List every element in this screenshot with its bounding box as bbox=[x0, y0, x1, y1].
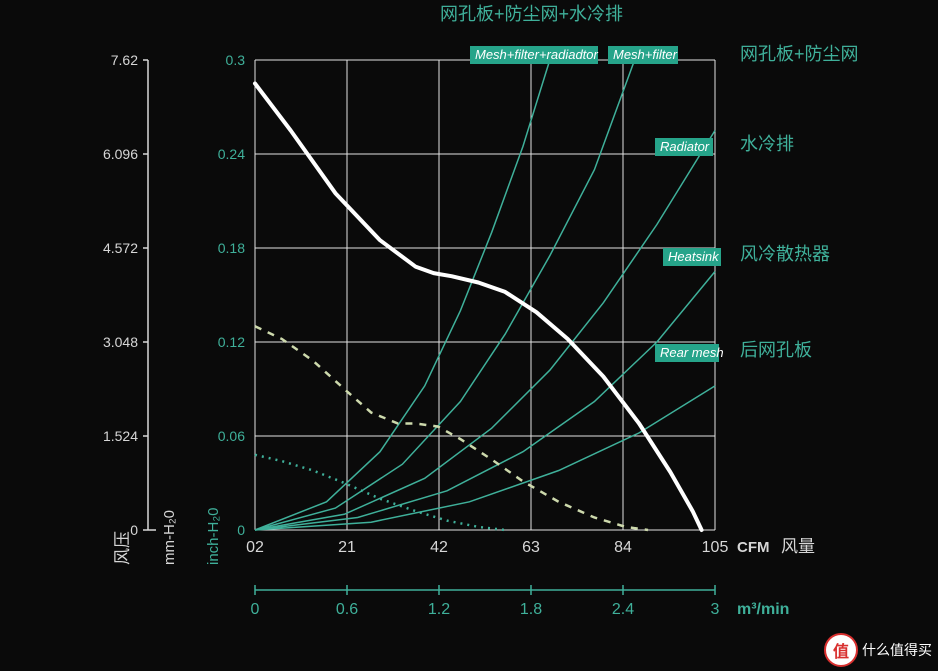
svg-text:4.572: 4.572 bbox=[103, 240, 138, 256]
svg-text:0.6: 0.6 bbox=[336, 601, 358, 618]
svg-text:Radiator: Radiator bbox=[660, 139, 710, 154]
fan-curve-chart: 02 21 42 63 84 105 CFM 风量 0 0.6 1.2 1.8 2.4 3 m³/min 0 0… bbox=[0, 0, 938, 671]
svg-text:网孔板+防尘网+水冷排: 网孔板+防尘网+水冷排 bbox=[440, 4, 623, 24]
svg-text:0: 0 bbox=[251, 601, 260, 618]
svg-text:0.18: 0.18 bbox=[218, 240, 245, 256]
svg-text:7.62: 7.62 bbox=[111, 52, 138, 68]
svg-text:2.4: 2.4 bbox=[612, 601, 634, 618]
svg-text:水冷排: 水冷排 bbox=[740, 134, 794, 154]
svg-text:1.524: 1.524 bbox=[103, 428, 138, 444]
watermark: 值 什么值得买 bbox=[824, 633, 932, 667]
svg-text:风压: 风压 bbox=[113, 531, 132, 565]
svg-text:1.2: 1.2 bbox=[428, 601, 450, 618]
svg-text:6.096: 6.096 bbox=[103, 146, 138, 162]
svg-text:Mesh+filter: Mesh+filter bbox=[613, 47, 678, 62]
svg-text:3: 3 bbox=[711, 601, 720, 618]
svg-text:0: 0 bbox=[237, 522, 245, 538]
svg-text:3.048: 3.048 bbox=[103, 334, 138, 350]
svg-text:CFM: CFM bbox=[737, 539, 770, 556]
svg-text:63: 63 bbox=[522, 539, 540, 556]
svg-text:网孔板+防尘网: 网孔板+防尘网 bbox=[740, 44, 859, 64]
svg-text:Rear mesh: Rear mesh bbox=[660, 345, 724, 360]
svg-text:0.24: 0.24 bbox=[218, 146, 245, 162]
svg-text:0.12: 0.12 bbox=[218, 334, 245, 350]
svg-text:mm-H₂0: mm-H₂0 bbox=[161, 510, 178, 565]
svg-text:21: 21 bbox=[338, 539, 356, 556]
svg-text:Heatsink: Heatsink bbox=[668, 249, 720, 264]
svg-text:02: 02 bbox=[246, 539, 264, 556]
svg-text:m³/min: m³/min bbox=[737, 601, 789, 618]
svg-text:42: 42 bbox=[430, 539, 448, 556]
svg-text:Mesh+filter+radiadtor: Mesh+filter+radiadtor bbox=[475, 47, 599, 62]
svg-text:0.06: 0.06 bbox=[218, 428, 245, 444]
svg-text:0.3: 0.3 bbox=[226, 52, 246, 68]
watermark-text: 什么值得买 bbox=[862, 640, 932, 660]
svg-text:84: 84 bbox=[614, 539, 632, 556]
svg-text:风冷散热器: 风冷散热器 bbox=[740, 244, 830, 264]
svg-text:风量: 风量 bbox=[781, 537, 815, 556]
svg-text:105: 105 bbox=[702, 539, 729, 556]
svg-text:后网孔板: 后网孔板 bbox=[740, 340, 812, 360]
watermark-logo: 值 bbox=[824, 633, 858, 667]
svg-text:inch-H₂0: inch-H₂0 bbox=[205, 507, 222, 565]
svg-text:1.8: 1.8 bbox=[520, 601, 542, 618]
